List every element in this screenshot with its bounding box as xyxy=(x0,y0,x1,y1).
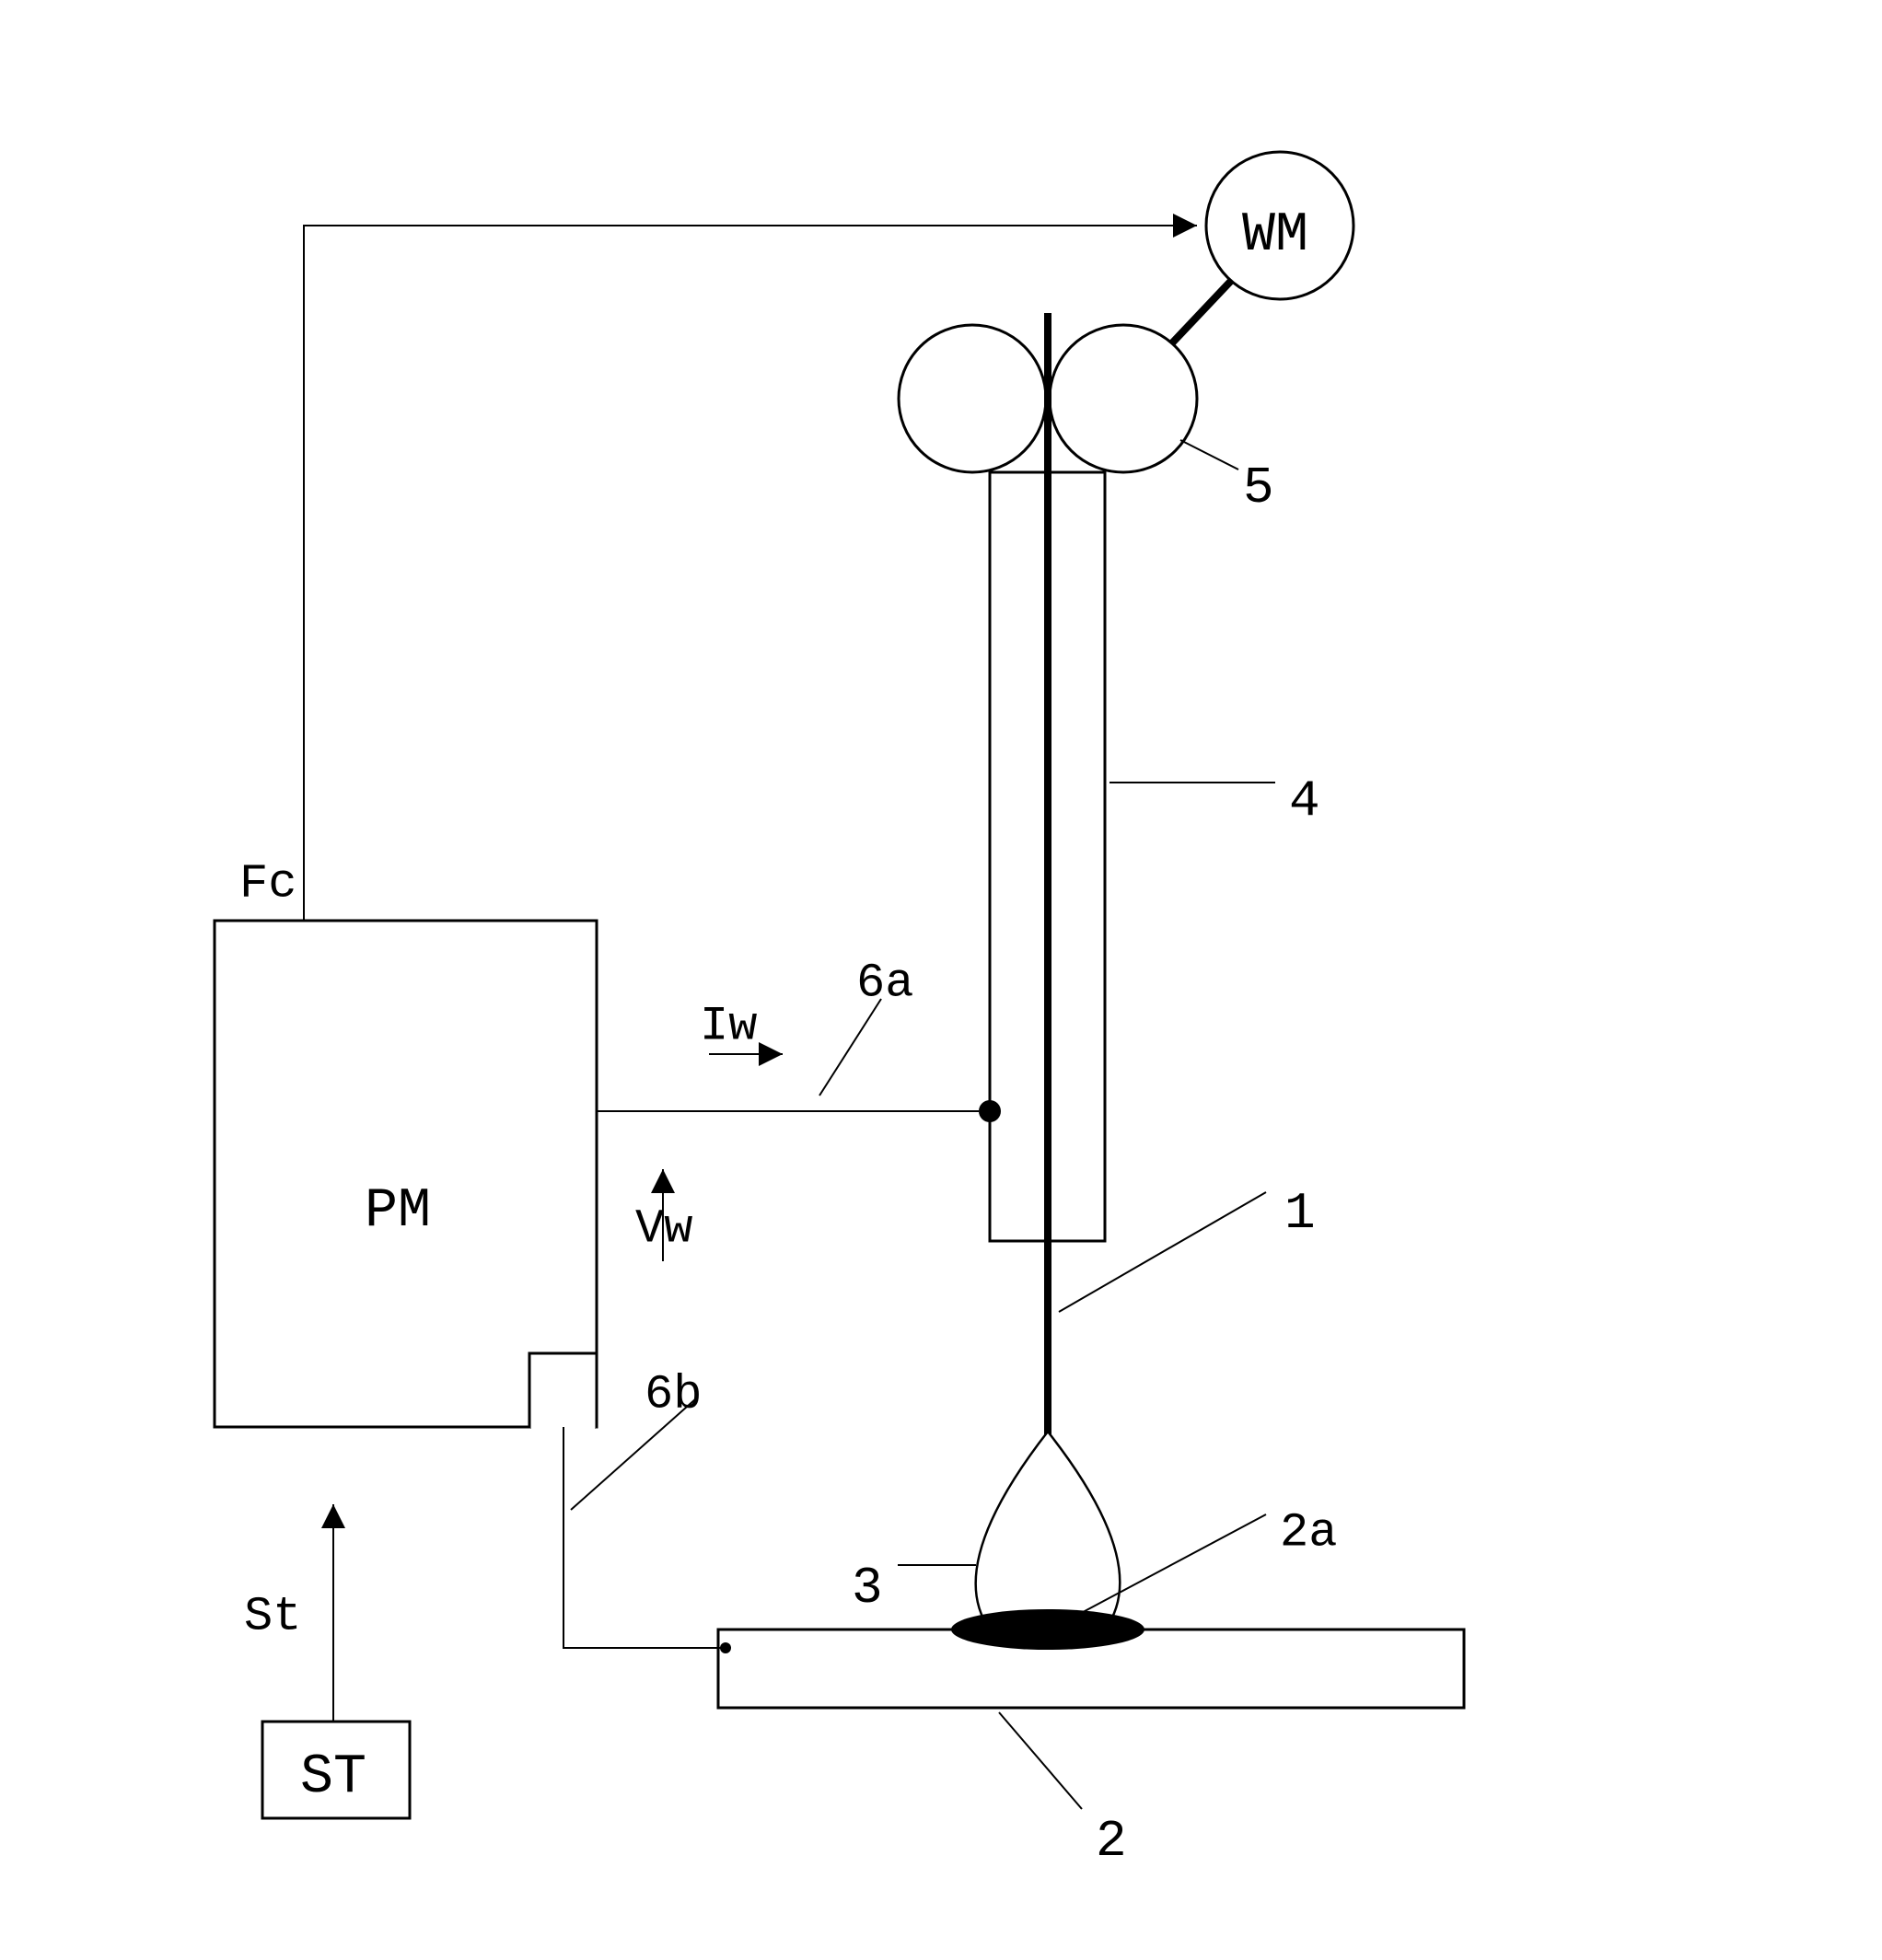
feed-roller-right xyxy=(1050,325,1197,472)
vw-line xyxy=(563,1427,726,1648)
label-Vw: Vw xyxy=(635,1202,692,1257)
label-WM: WM xyxy=(1242,204,1308,267)
label-n4: 4 xyxy=(1289,771,1320,830)
pm-box xyxy=(215,921,597,1427)
label-n6a: 6a xyxy=(856,957,913,1011)
leader-6a xyxy=(819,999,881,1096)
label-St: St xyxy=(244,1590,301,1644)
label-ST: ST xyxy=(300,1746,366,1809)
label-n1: 1 xyxy=(1284,1184,1316,1243)
feed-roller-left xyxy=(899,325,1046,472)
label-Fc: Fc xyxy=(239,857,296,911)
arc-shape xyxy=(976,1432,1121,1629)
leader-2 xyxy=(999,1712,1082,1809)
label-n2a: 2a xyxy=(1280,1506,1337,1560)
label-n2: 2 xyxy=(1096,1812,1127,1871)
label-Iw: Iw xyxy=(700,1000,757,1054)
label-n6b: 6b xyxy=(645,1368,702,1422)
wm-drive-link xyxy=(1166,281,1231,350)
label-n3: 3 xyxy=(852,1559,883,1618)
label-n5: 5 xyxy=(1243,458,1274,517)
molten-pool xyxy=(951,1609,1144,1650)
pm-notch xyxy=(529,1353,597,1428)
torch-connection-dot xyxy=(979,1100,1001,1122)
leader-5 xyxy=(1180,440,1238,470)
label-PM: PM xyxy=(365,1180,431,1243)
